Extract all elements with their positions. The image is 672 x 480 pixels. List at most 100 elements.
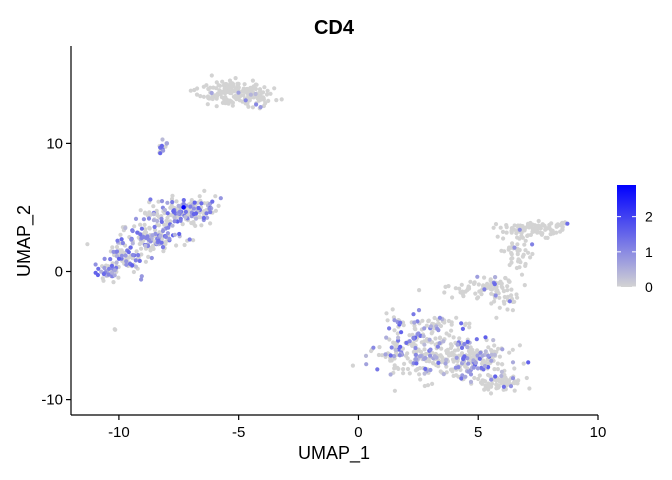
cell-point	[165, 200, 170, 205]
cell-point	[441, 372, 446, 377]
cell-point	[126, 255, 131, 260]
cell-point	[436, 364, 441, 369]
cell-point	[133, 258, 138, 263]
cell-point	[486, 381, 491, 386]
x-axis-ticks: -10 -5 0 5 10	[108, 415, 606, 441]
cell-point	[214, 80, 219, 85]
cell-point	[171, 209, 176, 214]
cell-point	[433, 336, 438, 341]
cell-point	[493, 293, 498, 298]
cell-point	[401, 371, 406, 376]
cell-point	[477, 356, 482, 361]
y-axis-ticks: -10 0 10	[41, 135, 71, 409]
cell-point	[187, 237, 192, 242]
cell-point	[527, 386, 532, 391]
cell-point	[417, 372, 422, 377]
cell-point	[377, 345, 382, 350]
cell-point	[139, 277, 144, 282]
cell-point	[444, 357, 449, 363]
cell-point	[488, 278, 493, 283]
cell-point	[434, 355, 439, 360]
cell-point	[153, 228, 158, 233]
cell-point	[495, 234, 500, 239]
cell-point	[395, 365, 400, 370]
y-tick-label: -10	[41, 392, 63, 409]
cell-point	[427, 359, 432, 364]
cell-point	[375, 367, 380, 372]
cell-point	[476, 282, 481, 287]
cell-point	[416, 308, 422, 313]
cell-point	[214, 86, 219, 91]
cell-point	[111, 249, 116, 254]
cell-point	[500, 362, 505, 367]
cell-point	[437, 336, 443, 341]
cell-point	[443, 361, 448, 366]
cell-point	[172, 215, 177, 220]
cell-point	[565, 221, 570, 226]
cell-point	[413, 368, 418, 373]
cell-point	[468, 372, 474, 377]
cell-point	[417, 288, 422, 293]
color-legend-label: 1	[645, 244, 653, 260]
cell-point	[174, 199, 179, 204]
cell-point	[504, 230, 509, 235]
cell-point	[534, 223, 539, 229]
cell-point	[169, 196, 175, 202]
cell-point	[468, 279, 473, 284]
cell-point	[408, 359, 413, 364]
cell-point	[463, 322, 468, 328]
cell-point	[202, 188, 207, 193]
cell-point	[241, 93, 246, 98]
cell-point	[204, 83, 209, 88]
cell-point	[136, 253, 141, 258]
cell-point	[488, 286, 493, 292]
cell-point	[492, 352, 497, 357]
cell-point	[405, 356, 410, 361]
cell-point	[449, 322, 454, 327]
cell-point	[509, 260, 514, 265]
cell-point	[234, 97, 239, 102]
cell-point	[477, 373, 482, 378]
cell-point	[422, 347, 427, 352]
cell-point	[387, 337, 392, 342]
cell-point	[449, 328, 454, 333]
cell-point	[208, 221, 213, 226]
cell-point	[489, 358, 494, 363]
cell-point	[439, 346, 444, 351]
cell-point	[467, 325, 472, 330]
color-legend: 0 1 2	[617, 185, 653, 295]
cell-point	[96, 266, 101, 271]
cell-point	[508, 384, 514, 389]
cell-point	[107, 266, 112, 271]
cell-point	[396, 338, 401, 343]
cell-point	[244, 87, 249, 92]
y-axis-title: UMAP_2	[14, 205, 35, 277]
cell-point	[118, 232, 123, 237]
cell-point	[456, 365, 461, 370]
cell-point	[220, 79, 225, 84]
cell-point	[445, 348, 450, 353]
cell-point	[429, 331, 434, 336]
cell-point	[152, 224, 157, 230]
cell-point	[475, 348, 480, 353]
cell-point	[480, 381, 485, 386]
cell-point	[472, 375, 477, 381]
cell-point	[108, 257, 113, 262]
cell-point	[399, 330, 404, 335]
cell-point	[214, 104, 219, 109]
cell-point	[142, 222, 147, 227]
cell-point	[110, 245, 115, 250]
cell-point	[146, 237, 151, 242]
cell-point	[404, 340, 409, 345]
cell-point	[512, 245, 517, 250]
cell-point	[248, 92, 253, 97]
cell-point	[143, 259, 148, 264]
cell-point	[505, 288, 510, 293]
cell-point	[483, 335, 488, 340]
cell-point	[494, 315, 499, 320]
cell-point	[393, 347, 398, 353]
cell-point	[156, 199, 161, 204]
cell-point	[392, 318, 397, 323]
cell-point	[428, 347, 433, 352]
cell-point	[139, 252, 144, 257]
